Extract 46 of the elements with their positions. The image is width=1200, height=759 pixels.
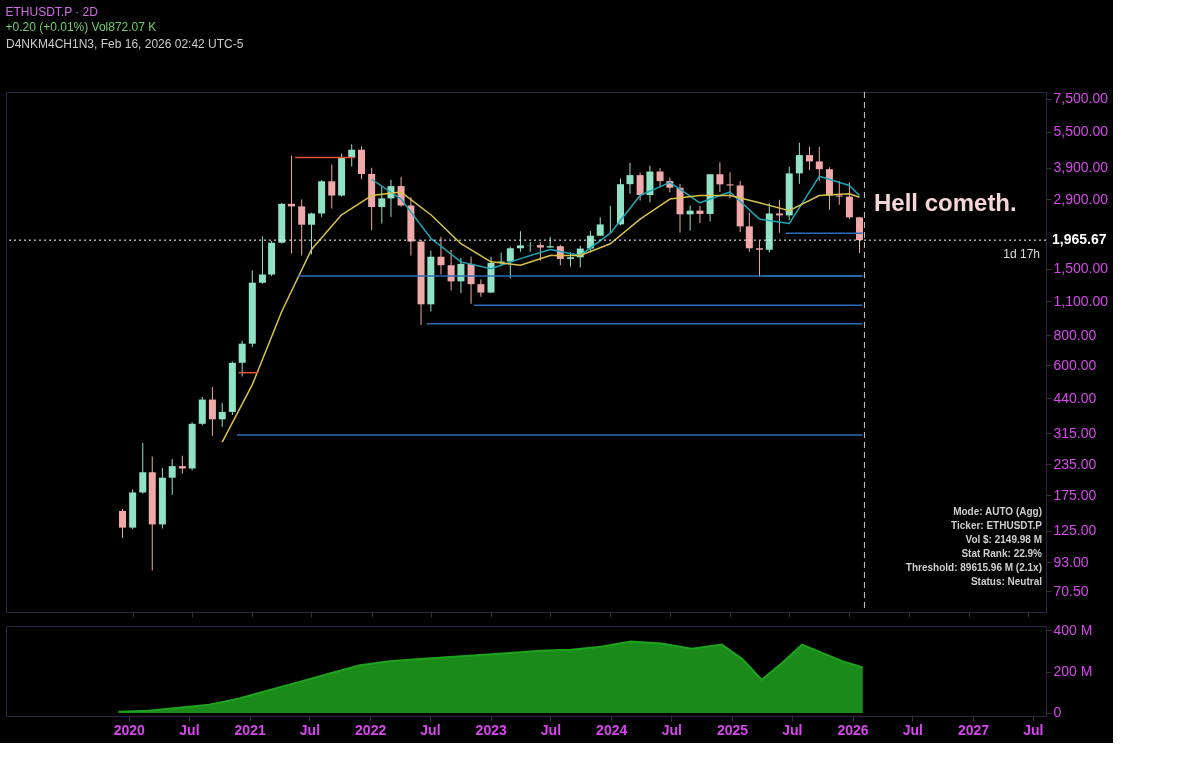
y-tick-label: 7,500.00 <box>1053 90 1109 107</box>
annotation: Stat Rank: 22.9% <box>961 548 1043 559</box>
text: D4NKM4CH1N3, Feb 16, 2026 02:42 UTC-5 <box>6 37 244 51</box>
y-tick-label: 1,100.00 <box>1053 292 1109 309</box>
annotation: Ticker: ETHUSDT.P <box>951 520 1043 531</box>
y-tick-label: 93.00 <box>1053 553 1089 570</box>
y-tick-label: 600.00 <box>1053 356 1097 373</box>
annotation: Vol $: 2149.98 M <box>965 534 1042 545</box>
y-tick-label: 2,900.00 <box>1053 190 1109 207</box>
x-tick-label: Jul <box>782 721 803 738</box>
x-tick-label: 2020 <box>113 721 146 738</box>
x-tick-label: 2026 <box>837 721 869 738</box>
annotation: Hell cometh. <box>874 189 1017 216</box>
x-tick-label: 2021 <box>234 721 266 738</box>
y-tick-label: 800.00 <box>1053 326 1097 343</box>
x-tick-label: 2027 <box>957 721 990 738</box>
x-tick-label: Jul <box>661 721 682 738</box>
x-tick-label: Jul <box>420 721 441 738</box>
x-tick-label: 2023 <box>475 721 507 738</box>
chart-subtitle: +0.20 (+0.01%) Vol872.07 K <box>5 20 157 34</box>
y-tick-label: 235.00 <box>1053 455 1097 472</box>
x-tick-label: 2025 <box>716 721 749 738</box>
annotation: Status: Neutral <box>970 576 1043 587</box>
annotation: 1d 17h <box>1003 247 1040 261</box>
y-tick-label: 5,500.00 <box>1053 123 1109 140</box>
y-tick-label: 315.00 <box>1053 424 1097 441</box>
y-tick-label: 3,900.00 <box>1053 159 1109 176</box>
x-tick-label: Jul <box>1023 721 1044 738</box>
ref-line-label: 1,965.67 <box>1052 231 1107 248</box>
x-tick-label: 2022 <box>355 721 387 738</box>
x-tick-label: 2024 <box>596 721 628 738</box>
y-tick-label: 70.50 <box>1053 582 1089 599</box>
y-tick-label: 200 M <box>1053 663 1093 680</box>
chart-title: ETHUSDT.P · 2D <box>5 5 99 19</box>
y-tick-label: 125.00 <box>1053 522 1097 539</box>
y-tick-label: 0 <box>1053 704 1062 721</box>
x-tick-label: Jul <box>299 721 321 738</box>
y-tick-label: 1,500.00 <box>1053 260 1109 277</box>
y-tick-label: 175.00 <box>1053 486 1097 503</box>
annotation: Threshold: 89615.96 M (2.1x) <box>905 562 1042 573</box>
x-tick-label: Jul <box>179 721 200 738</box>
annotation: Mode: AUTO (Agg) <box>953 506 1042 517</box>
x-tick-label: Jul <box>902 721 923 738</box>
x-tick-label: Jul <box>540 721 562 738</box>
y-tick-label: 440.00 <box>1053 389 1097 406</box>
y-tick-label: 400 M <box>1053 621 1093 638</box>
